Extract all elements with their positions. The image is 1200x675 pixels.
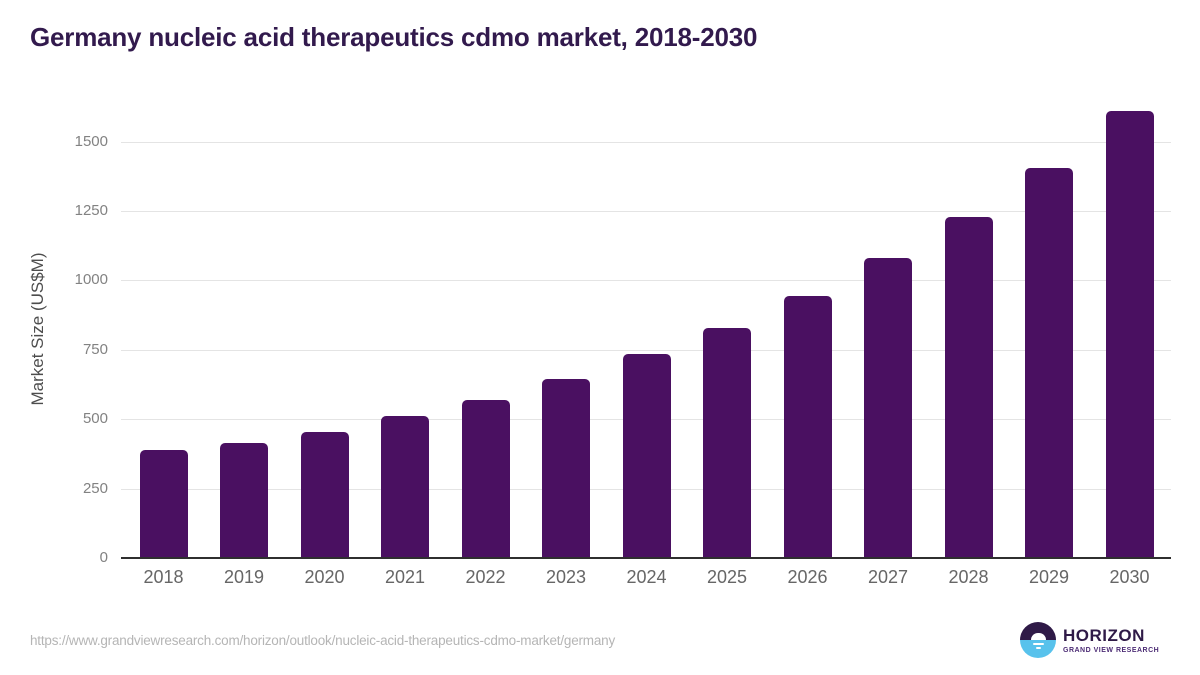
ytick-label-250: 250 xyxy=(82,479,108,497)
bar-2027 xyxy=(864,258,912,558)
bar-2030 xyxy=(1105,111,1154,558)
ytick-label-1250: 1250 xyxy=(74,202,108,219)
horizon-logo: HORIZON GRAND VIEW RESEARCH xyxy=(1020,622,1159,658)
ytick-label-0: 0 xyxy=(99,549,108,566)
ytick-label-1500: 1500 xyxy=(74,132,108,150)
xtick-label-2022: 2022 xyxy=(465,567,506,587)
gridline-1500 xyxy=(121,141,1171,143)
xtick-label-2029: 2029 xyxy=(1028,567,1070,587)
xtick-label-2024: 2024 xyxy=(626,567,667,587)
xtick-label-2026: 2026 xyxy=(787,567,828,587)
bar-2020 xyxy=(300,431,349,558)
xtick-label-2019: 2019 xyxy=(223,567,265,587)
xtick-label-2025: 2025 xyxy=(706,567,748,587)
bar-2019 xyxy=(220,442,268,558)
logo-text-block: HORIZON GRAND VIEW RESEARCH xyxy=(1063,626,1159,654)
sun-reflection-line xyxy=(1035,647,1041,649)
bar-2022 xyxy=(461,399,510,558)
xtick-label-2028: 2028 xyxy=(948,567,989,587)
ytick-label-500: 500 xyxy=(82,410,108,428)
xtick-label-2020: 2020 xyxy=(304,567,345,587)
bar-2029 xyxy=(1025,168,1073,558)
x-axis-line xyxy=(121,557,1171,559)
source-url-text: https://www.grandviewresearch.com/horizo… xyxy=(30,633,616,648)
gridline-1000 xyxy=(121,280,1171,282)
bar-2021 xyxy=(381,416,429,558)
bar-2024 xyxy=(622,354,671,558)
xtick-label-2018: 2018 xyxy=(143,567,184,587)
sun-reflection-line xyxy=(1032,642,1044,645)
bar-2023 xyxy=(542,379,590,558)
chart-title: Germany nucleic acid therapeutics cdmo m… xyxy=(30,22,758,52)
bar-2028 xyxy=(944,216,993,558)
xtick-label-2021: 2021 xyxy=(384,567,426,587)
logo-name: HORIZON xyxy=(1063,626,1145,645)
bar-2018 xyxy=(139,449,188,558)
ytick-label-1000: 1000 xyxy=(74,271,108,289)
sun-icon xyxy=(1030,633,1046,640)
gridline-1250 xyxy=(121,211,1171,212)
bar-2026 xyxy=(783,295,832,558)
xtick-label-2027: 2027 xyxy=(867,567,909,587)
horizon-sunrise-icon xyxy=(1020,622,1056,658)
xtick-label-2023: 2023 xyxy=(545,567,587,587)
logo-subtitle: GRAND VIEW RESEARCH xyxy=(1063,647,1160,654)
xtick-label-2030: 2030 xyxy=(1109,567,1150,587)
gridline-750 xyxy=(121,349,1171,351)
bar-2025 xyxy=(703,327,751,558)
ytick-label-750: 750 xyxy=(82,340,108,358)
